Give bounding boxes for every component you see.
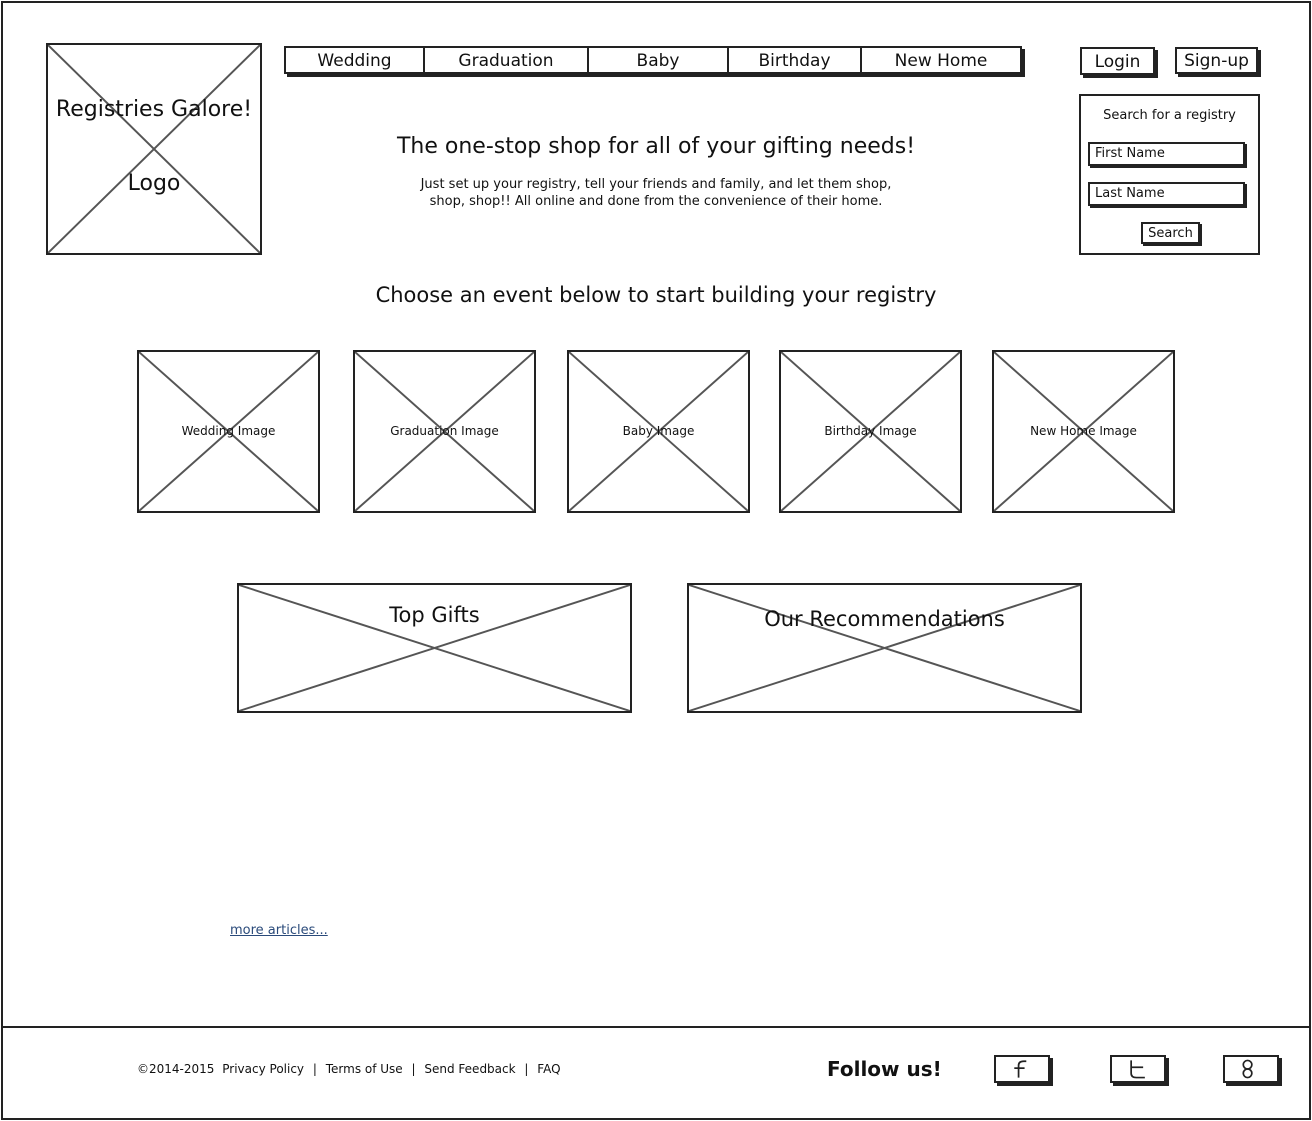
footer-separator: | [524,1062,529,1076]
graduation-image-label: Graduation Image [390,424,499,438]
logo-caption: Logo [127,171,181,196]
login-button[interactable]: Login [1080,47,1155,75]
copyright-text: ©2014-2015 [137,1062,215,1076]
birthday-image[interactable]: Birthday Image [779,350,962,513]
twitter-icon[interactable] [1110,1055,1166,1083]
more-articles-link[interactable]: more articles... [230,923,328,938]
terms-of-use-link[interactable]: Terms of Use [325,1062,403,1076]
top-gifts-panel[interactable]: Top Gifts [237,583,632,713]
wedding-image[interactable]: Wedding Image [137,350,320,513]
footer-separator: | [411,1062,416,1076]
hero-subtext-line1: Just set up your registry, tell your fri… [420,177,892,192]
privacy-policy-link[interactable]: Privacy Policy [222,1062,305,1076]
search-title: Search for a registry [1103,108,1236,123]
send-feedback-link[interactable]: Send Feedback [424,1062,516,1076]
footer-divider [3,1026,1309,1028]
logo-title: Registries Galore! [55,97,253,122]
tab-graduation[interactable]: Graduation [425,48,589,72]
birthday-image-label: Birthday Image [824,424,917,438]
last-name-field[interactable]: Last Name [1088,182,1245,206]
baby-image-label: Baby Image [622,424,695,438]
wedding-image-label: Wedding Image [181,424,276,438]
tab-birthday[interactable]: Birthday [729,48,862,72]
hero-headline: The one-stop shop for all of your giftin… [396,134,916,159]
hero-subtext-line2: shop, shop!! All online and done from th… [429,194,883,209]
event-prompt: Choose an event below to start building … [375,283,937,307]
new-home-image[interactable]: New Home Image [992,350,1175,513]
footer-links: ©2014-2015 Privacy Policy | Terms of Use… [137,1062,561,1076]
tab-wedding[interactable]: Wedding [286,48,425,72]
recommendations-title: Our Recommendations [764,607,1005,631]
logo-placeholder[interactable]: Registries Galore! Logo [46,43,262,255]
new-home-image-label: New Home Image [1030,424,1137,438]
facebook-icon[interactable] [994,1055,1050,1083]
category-nav: Wedding Graduation Baby Birthday New Hom… [284,46,1022,74]
faq-link[interactable]: FAQ [537,1062,561,1076]
tab-new-home[interactable]: New Home [894,51,988,71]
search-button[interactable]: Search [1141,222,1200,244]
graduation-image[interactable]: Graduation Image [353,350,536,513]
follow-us-label: Follow us! [827,1057,942,1081]
recommendations-panel[interactable]: Our Recommendations [687,583,1082,713]
top-gifts-title: Top Gifts [389,603,480,627]
google-plus-icon[interactable] [1223,1055,1279,1083]
signup-button[interactable]: Sign-up [1175,47,1258,74]
first-name-field[interactable]: First Name [1088,142,1245,166]
registry-search-panel: Search for a registry First Name Last Na… [1079,94,1260,255]
tab-baby[interactable]: Baby [589,48,729,72]
footer-separator: | [312,1062,317,1076]
baby-image[interactable]: Baby Image [567,350,750,513]
